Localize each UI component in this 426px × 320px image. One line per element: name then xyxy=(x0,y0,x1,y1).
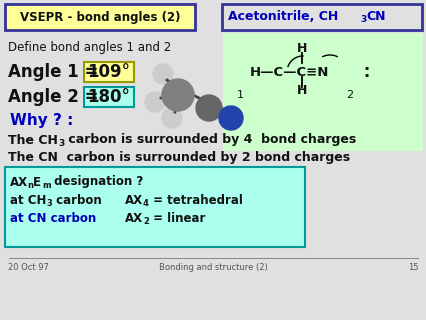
Circle shape xyxy=(219,106,242,130)
Text: at CN carbon: at CN carbon xyxy=(10,212,96,225)
Text: The CH: The CH xyxy=(8,133,58,147)
Text: 2: 2 xyxy=(345,90,353,100)
Bar xyxy=(222,4,421,30)
Text: 109°: 109° xyxy=(87,63,130,81)
Text: carbon: carbon xyxy=(52,194,101,206)
Text: 3: 3 xyxy=(46,199,52,209)
Text: = tetrahedral: = tetrahedral xyxy=(149,194,242,206)
Text: Angle 1 =: Angle 1 = xyxy=(8,63,104,81)
Text: H—C—C≡N: H—C—C≡N xyxy=(249,66,328,78)
Text: Define bond angles 1 and 2: Define bond angles 1 and 2 xyxy=(8,41,171,53)
Text: H: H xyxy=(296,42,306,54)
Circle shape xyxy=(196,95,222,121)
Text: 20 Oct 97: 20 Oct 97 xyxy=(8,262,49,271)
Text: AX: AX xyxy=(125,212,143,225)
Circle shape xyxy=(161,108,181,128)
Circle shape xyxy=(145,92,164,112)
Text: at CH: at CH xyxy=(10,194,46,206)
Text: CN: CN xyxy=(365,11,385,23)
Bar xyxy=(84,62,134,82)
Text: n: n xyxy=(27,181,33,190)
Circle shape xyxy=(161,79,193,111)
Text: 180°: 180° xyxy=(87,88,130,106)
Text: VSEPR - bond angles (2): VSEPR - bond angles (2) xyxy=(20,12,180,25)
Text: 2: 2 xyxy=(143,218,149,227)
Text: m: m xyxy=(42,181,51,190)
Text: H: H xyxy=(296,84,306,98)
Text: 3: 3 xyxy=(359,15,366,25)
Text: 4: 4 xyxy=(143,199,149,209)
Text: E: E xyxy=(33,175,41,188)
Text: 15: 15 xyxy=(408,262,418,271)
Text: 1: 1 xyxy=(236,90,243,100)
Text: :: : xyxy=(357,63,369,81)
Text: Angle 2 =: Angle 2 = xyxy=(8,88,104,106)
Text: 3: 3 xyxy=(58,140,64,148)
Text: Why ? :: Why ? : xyxy=(10,113,73,127)
Text: carbon is surrounded by 4  bond charges: carbon is surrounded by 4 bond charges xyxy=(64,133,355,147)
Text: = linear: = linear xyxy=(149,212,205,225)
Circle shape xyxy=(153,64,173,84)
Text: The CN  carbon is surrounded by 2 bond charges: The CN carbon is surrounded by 2 bond ch… xyxy=(8,150,349,164)
Bar xyxy=(5,167,304,247)
Text: Acetonitrile, CH: Acetonitrile, CH xyxy=(227,11,337,23)
Bar xyxy=(222,33,422,151)
Bar xyxy=(84,87,134,107)
Text: Bonding and structure (2): Bonding and structure (2) xyxy=(158,262,267,271)
Text: designation ?: designation ? xyxy=(50,175,143,188)
Text: AX: AX xyxy=(10,175,28,188)
Bar xyxy=(5,4,195,30)
Text: AX: AX xyxy=(125,194,143,206)
